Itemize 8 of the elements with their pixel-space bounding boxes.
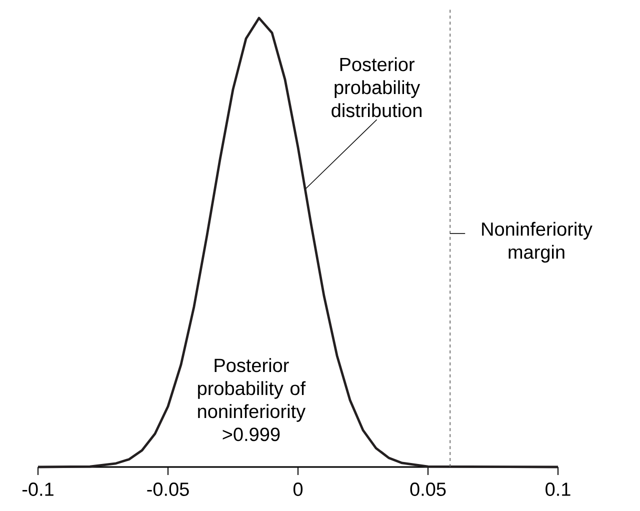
ref-line-label: Noninferiority margin bbox=[482, 222, 592, 263]
annotation: Posterior probability distribution bbox=[332, 57, 422, 118]
x-tick-label: 0.05 bbox=[410, 482, 446, 496]
x-tick-label: 0 bbox=[293, 482, 303, 496]
x-tick-label: -0.05 bbox=[147, 482, 189, 496]
annotation: Posterior probability of noninferiority >0.999 bbox=[198, 358, 306, 442]
x-tick-label: 0.1 bbox=[546, 482, 570, 496]
x-tick-label: -0.1 bbox=[22, 482, 54, 496]
